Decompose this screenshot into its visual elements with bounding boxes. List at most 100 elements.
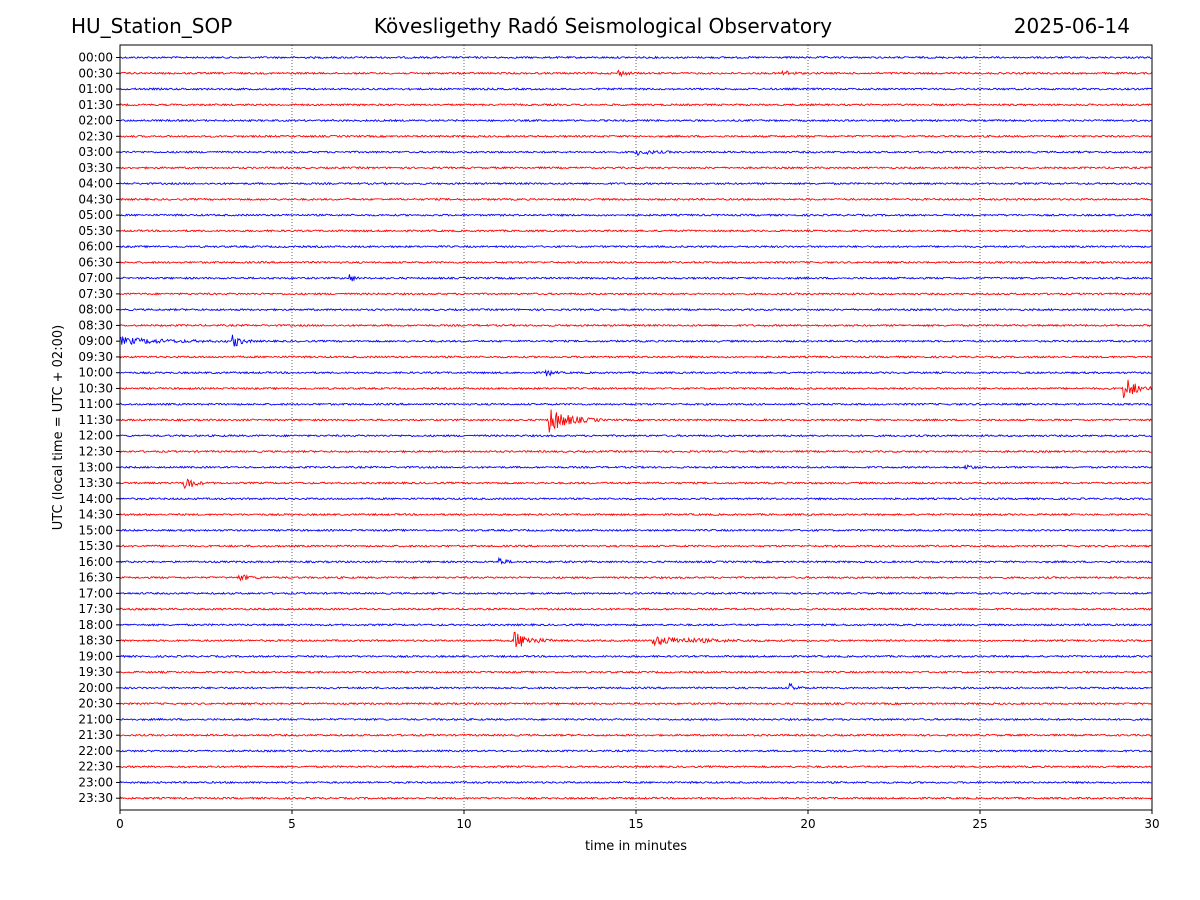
trace-line	[119, 260, 1152, 265]
trace-line	[119, 292, 1152, 296]
y-tick-label: 09:30	[78, 350, 113, 364]
chart-date: 2025-06-14	[1013, 14, 1130, 38]
trace-line	[119, 573, 1152, 582]
trace-line	[119, 496, 1152, 501]
y-tick-label: 05:30	[78, 224, 113, 238]
y-tick-label: 01:30	[78, 98, 113, 112]
y-tick-label: 06:30	[78, 255, 113, 269]
trace-line	[119, 402, 1152, 406]
trace-line	[119, 197, 1152, 202]
trace-line	[119, 733, 1152, 738]
y-tick-label: 14:30	[78, 508, 113, 522]
x-tick-label: 5	[288, 817, 296, 831]
trace-line	[119, 591, 1152, 596]
y-tick-label: 07:30	[78, 287, 113, 301]
y-tick-label: 10:00	[78, 366, 113, 380]
trace-line	[119, 780, 1152, 785]
y-axis-label: UTC (local time = UTC + 02:00)	[51, 325, 66, 530]
x-tick-label: 25	[972, 817, 987, 831]
y-tick-label: 21:30	[78, 728, 113, 742]
trace-line	[119, 134, 1152, 139]
trace-line	[119, 102, 1152, 107]
x-tick-label: 15	[628, 817, 643, 831]
trace-line	[119, 670, 1152, 675]
y-tick-label: 11:30	[78, 413, 113, 427]
y-tick-label: 10:30	[78, 381, 113, 395]
y-tick-label: 23:30	[78, 791, 113, 805]
trace-line	[119, 369, 1152, 377]
grid-lines	[291, 45, 981, 810]
trace-line	[119, 701, 1152, 706]
y-tick-label: 02:30	[78, 129, 113, 143]
trace-line	[119, 796, 1152, 801]
seismic-traces	[119, 55, 1152, 801]
y-tick-label: 07:00	[78, 271, 113, 285]
y-tick-label: 23:00	[78, 775, 113, 789]
trace-line	[119, 449, 1152, 454]
x-tick-label: 0	[116, 817, 124, 831]
y-tick-label: 02:00	[78, 114, 113, 128]
trace-line	[119, 631, 1152, 648]
trace-line	[119, 181, 1152, 186]
y-tick-label: 15:00	[78, 523, 113, 537]
trace-line	[119, 229, 1152, 233]
trace-line	[119, 69, 1152, 78]
trace-line	[119, 607, 1152, 611]
y-tick-label: 18:00	[78, 618, 113, 632]
x-axis-ticks: 0 5 10 15 20 25 30	[116, 810, 1160, 831]
y-tick-label: 04:30	[78, 192, 113, 206]
y-tick-label: 13:30	[78, 476, 113, 490]
y-tick-label: 15:30	[78, 539, 113, 553]
y-tick-label: 21:00	[78, 712, 113, 726]
trace-line	[119, 544, 1152, 548]
y-tick-label: 22:00	[78, 744, 113, 758]
y-tick-label: 20:30	[78, 697, 113, 711]
trace-line	[119, 244, 1152, 249]
trace-line	[119, 274, 1152, 282]
trace-line	[119, 528, 1152, 533]
x-axis-label: time in minutes	[585, 839, 687, 854]
trace-line	[119, 556, 1152, 565]
y-tick-label: 13:00	[78, 460, 113, 474]
y-tick-label: 17:30	[78, 602, 113, 616]
y-tick-label: 08:30	[78, 318, 113, 332]
trace-line	[119, 409, 1152, 433]
y-tick-label: 14:00	[78, 492, 113, 506]
trace-line	[119, 512, 1152, 517]
trace-line	[119, 149, 1152, 156]
trace-line	[119, 307, 1152, 312]
trace-line	[119, 433, 1152, 438]
x-tick-label: 10	[456, 817, 471, 831]
y-tick-label: 00:00	[78, 51, 113, 65]
observatory-title: Kövesligethy Radó Seismological Observat…	[373, 14, 833, 38]
trace-line	[119, 749, 1152, 753]
y-tick-label: 19:30	[78, 665, 113, 679]
y-tick-label: 05:00	[78, 208, 113, 222]
trace-line	[119, 334, 1152, 347]
trace-line	[119, 478, 1152, 490]
trace-line	[119, 623, 1152, 627]
y-tick-label: 16:30	[78, 571, 113, 585]
x-tick-label: 20	[800, 817, 815, 831]
trace-line	[119, 654, 1152, 659]
y-tick-label: 01:00	[78, 82, 113, 96]
trace-line	[119, 355, 1152, 359]
trace-line	[119, 55, 1152, 60]
trace-line	[119, 118, 1152, 123]
trace-line	[119, 213, 1152, 217]
station-name: HU_Station_SOP	[71, 14, 233, 38]
y-tick-label: 11:00	[78, 397, 113, 411]
y-tick-label: 12:30	[78, 445, 113, 459]
y-tick-label: 00:30	[78, 66, 113, 80]
y-tick-label: 04:00	[78, 177, 113, 191]
trace-line	[119, 717, 1152, 722]
y-tick-label: 03:30	[78, 161, 113, 175]
y-tick-label: 17:00	[78, 586, 113, 600]
y-tick-label: 22:30	[78, 760, 113, 774]
y-tick-label: 16:00	[78, 555, 113, 569]
y-tick-label: 08:00	[78, 303, 113, 317]
y-tick-label: 03:00	[78, 145, 113, 159]
trace-line	[119, 165, 1152, 170]
